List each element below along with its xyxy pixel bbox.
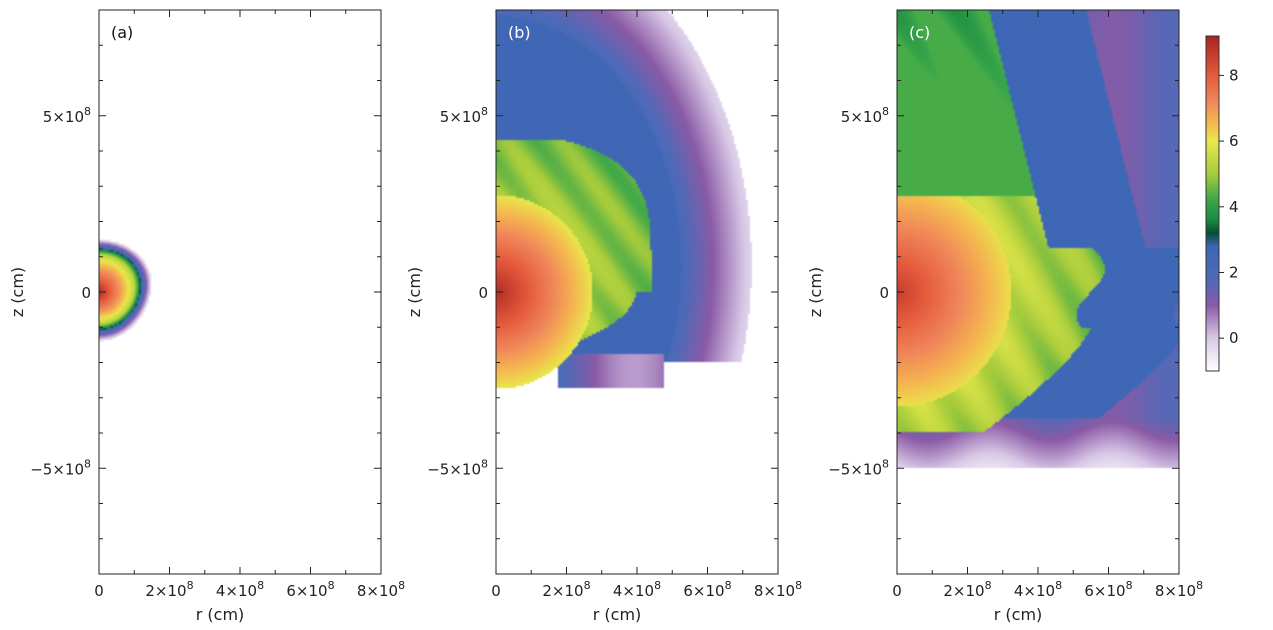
x-axis-label: r (cm) bbox=[994, 605, 1043, 624]
x-tick-label: 0 bbox=[491, 582, 501, 600]
x-tick-label: 6×108 bbox=[683, 579, 731, 600]
colorbar-gradient bbox=[1205, 35, 1220, 372]
tick-marks bbox=[896, 9, 1180, 575]
y-tick-label: −5×108 bbox=[828, 457, 889, 478]
x-tick-label: 8×108 bbox=[357, 579, 405, 600]
heatmap-image bbox=[496, 10, 778, 574]
x-tick-label: 2×108 bbox=[145, 579, 193, 600]
tick-marks bbox=[98, 9, 382, 575]
x-tick-label: 2×108 bbox=[542, 579, 590, 600]
y-tick-label: 5×108 bbox=[841, 105, 889, 126]
panel-a: 0 2×108 4×108 6×108 8×108 5×108 0 −5×108 r (cm) z… bbox=[8, 9, 405, 624]
x-tick-label: 8×108 bbox=[754, 579, 802, 600]
x-tick-label: 6×108 bbox=[1084, 579, 1132, 600]
y-tick-label: −5×108 bbox=[427, 457, 488, 478]
x-tick-label: 4×108 bbox=[216, 579, 264, 600]
colorbar-ticks: 0 2 4 6 8 bbox=[1219, 66, 1239, 347]
heatmap-image bbox=[897, 10, 1179, 574]
panel-label: (a) bbox=[111, 23, 133, 42]
y-tick-label: 0 bbox=[81, 284, 91, 302]
y-tick-label: 5×108 bbox=[43, 105, 91, 126]
tick-marks bbox=[495, 9, 779, 575]
y-axis-label: z (cm) bbox=[806, 267, 825, 317]
panel-b: 0 2×108 4×108 6×108 8×108 5×108 0 −5×108 r (cm) z… bbox=[405, 9, 802, 624]
x-tick-label: 4×108 bbox=[1014, 579, 1062, 600]
y-axis-label: z (cm) bbox=[405, 267, 424, 317]
y-tick-label: 0 bbox=[879, 284, 889, 302]
y-tick-label: 5×108 bbox=[440, 105, 488, 126]
x-tick-label: 2×108 bbox=[943, 579, 991, 600]
colorbar: 0 2 4 6 8 bbox=[1205, 35, 1239, 372]
colorbar-tick-label: 4 bbox=[1229, 198, 1239, 216]
panels: 0 2×108 4×108 6×108 8×108 5×108 0 −5×108 r (cm) z… bbox=[8, 9, 1203, 624]
colorbar-tick-label: 6 bbox=[1229, 132, 1239, 150]
y-tick-label: −5×108 bbox=[30, 457, 91, 478]
y-tick-label: 0 bbox=[478, 284, 488, 302]
x-axis-label: r (cm) bbox=[196, 605, 245, 624]
x-tick-label: 8×108 bbox=[1155, 579, 1203, 600]
y-axis-label: z (cm) bbox=[8, 267, 27, 317]
x-tick-label: 0 bbox=[94, 582, 104, 600]
heatmap-image bbox=[99, 10, 381, 574]
panel-c: 0 2×108 4×108 6×108 8×108 5×108 0 −5×108 r (cm) z… bbox=[806, 9, 1203, 624]
panel-label: (b) bbox=[508, 23, 531, 42]
panel-label: (c) bbox=[909, 23, 930, 42]
x-tick-label: 6×108 bbox=[286, 579, 334, 600]
colorbar-tick-label: 8 bbox=[1229, 66, 1239, 84]
colorbar-tick-label: 2 bbox=[1229, 263, 1239, 281]
x-axis-label: r (cm) bbox=[593, 605, 642, 624]
x-tick-label: 4×108 bbox=[613, 579, 661, 600]
colorbar-tick-label: 0 bbox=[1229, 329, 1239, 347]
x-tick-label: 0 bbox=[892, 582, 902, 600]
